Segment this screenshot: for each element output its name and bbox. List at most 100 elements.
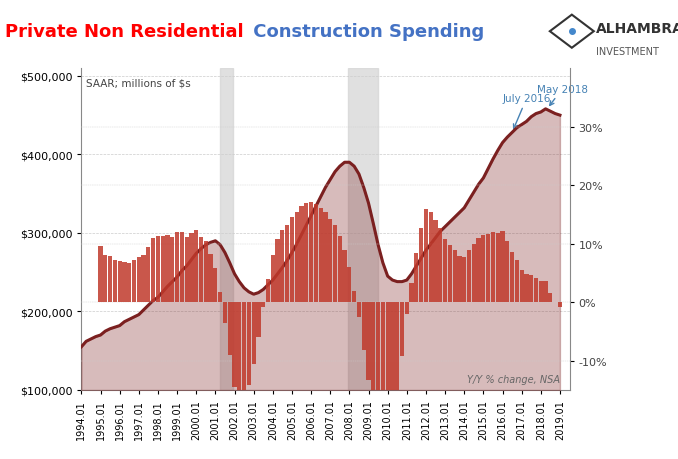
- Bar: [233, 302, 237, 387]
- Bar: [295, 213, 299, 302]
- Bar: [352, 292, 356, 302]
- Bar: [156, 237, 160, 302]
- Bar: [223, 302, 227, 323]
- Bar: [515, 261, 519, 302]
- Bar: [328, 219, 332, 302]
- Bar: [395, 302, 399, 399]
- Bar: [266, 279, 270, 302]
- Bar: [180, 232, 184, 302]
- Bar: [214, 269, 218, 302]
- Bar: [496, 233, 500, 302]
- Bar: [256, 302, 260, 337]
- Bar: [458, 256, 462, 302]
- Bar: [391, 302, 395, 437]
- Bar: [491, 233, 495, 302]
- Bar: [220, 69, 233, 390]
- Bar: [500, 231, 504, 302]
- Bar: [194, 231, 199, 302]
- Bar: [161, 236, 165, 302]
- Bar: [452, 251, 457, 302]
- Bar: [462, 257, 466, 302]
- Bar: [113, 261, 117, 302]
- Bar: [199, 238, 203, 302]
- Bar: [117, 261, 122, 302]
- Text: ALHAMBRA: ALHAMBRA: [596, 22, 678, 36]
- Text: May 2018: May 2018: [537, 84, 588, 106]
- Bar: [103, 256, 107, 302]
- Bar: [400, 302, 404, 356]
- Bar: [280, 231, 285, 302]
- Bar: [524, 275, 529, 302]
- Bar: [342, 250, 346, 302]
- Bar: [146, 247, 151, 302]
- Bar: [127, 263, 132, 302]
- Bar: [386, 302, 390, 459]
- Bar: [433, 221, 437, 302]
- Bar: [414, 253, 418, 302]
- Bar: [438, 229, 443, 302]
- Bar: [348, 69, 378, 390]
- Bar: [314, 204, 318, 302]
- Bar: [371, 302, 376, 413]
- Bar: [218, 292, 222, 302]
- Bar: [275, 240, 280, 302]
- Bar: [410, 283, 414, 302]
- Bar: [338, 237, 342, 302]
- Bar: [477, 238, 481, 302]
- Text: July 2016: July 2016: [502, 94, 551, 129]
- Bar: [132, 260, 136, 302]
- Bar: [472, 244, 476, 302]
- Bar: [203, 241, 208, 302]
- Bar: [151, 239, 155, 302]
- Bar: [122, 263, 127, 302]
- Bar: [189, 234, 193, 302]
- Text: Private Non Residential: Private Non Residential: [5, 23, 244, 41]
- Bar: [285, 225, 290, 302]
- Bar: [549, 293, 553, 302]
- Bar: [271, 255, 275, 302]
- Bar: [381, 302, 385, 459]
- Bar: [447, 245, 452, 302]
- Bar: [357, 302, 361, 318]
- Bar: [544, 281, 548, 302]
- Bar: [170, 237, 174, 302]
- Bar: [137, 257, 141, 302]
- Bar: [261, 302, 265, 308]
- Bar: [98, 246, 102, 302]
- Bar: [534, 278, 538, 302]
- Bar: [424, 210, 428, 302]
- Bar: [366, 302, 371, 381]
- Bar: [242, 302, 246, 398]
- Bar: [247, 302, 251, 385]
- Bar: [376, 302, 380, 443]
- Bar: [539, 281, 543, 302]
- Bar: [208, 254, 213, 302]
- Bar: [300, 207, 304, 302]
- Bar: [304, 203, 308, 302]
- Bar: [419, 229, 423, 302]
- Bar: [252, 302, 256, 364]
- Bar: [323, 212, 327, 302]
- Bar: [505, 241, 509, 302]
- Bar: [405, 302, 409, 314]
- Bar: [467, 251, 471, 302]
- Bar: [108, 257, 112, 302]
- Bar: [486, 234, 490, 302]
- Bar: [184, 237, 188, 302]
- Bar: [510, 252, 514, 302]
- Bar: [175, 233, 179, 302]
- Bar: [290, 217, 294, 302]
- Bar: [529, 275, 534, 302]
- Text: SAAR; millions of $s: SAAR; millions of $s: [86, 78, 191, 89]
- Bar: [443, 240, 447, 302]
- Bar: [319, 208, 323, 302]
- Bar: [228, 302, 232, 355]
- Bar: [519, 270, 524, 302]
- Bar: [558, 302, 562, 308]
- Bar: [347, 268, 351, 302]
- Bar: [237, 302, 241, 399]
- Bar: [165, 235, 170, 302]
- Text: Y/Y % change, NSA: Y/Y % change, NSA: [466, 374, 560, 384]
- Bar: [428, 213, 433, 302]
- Bar: [333, 225, 337, 302]
